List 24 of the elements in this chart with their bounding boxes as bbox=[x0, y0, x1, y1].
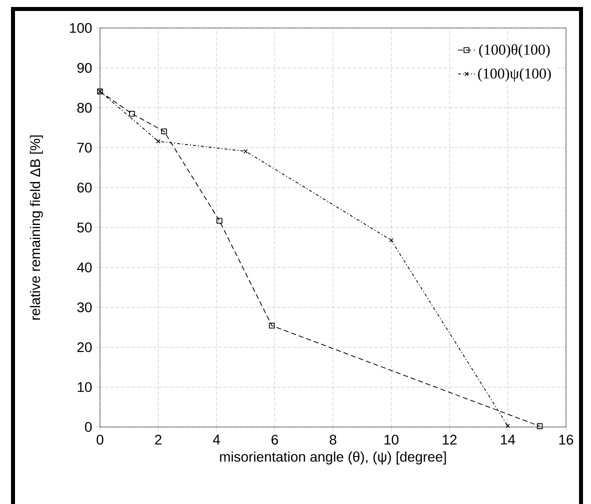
y-tick-label: 70 bbox=[77, 142, 92, 153]
y-tick-label: 60 bbox=[77, 182, 92, 193]
x-tick-label: 8 bbox=[330, 434, 336, 445]
y-tick-label: 40 bbox=[77, 262, 92, 272]
x-tick-label: 12 bbox=[442, 434, 457, 445]
y-tick-label: 50 bbox=[77, 222, 92, 232]
y-tick-label: 100 bbox=[70, 23, 92, 33]
y-tick-label: 20 bbox=[77, 342, 92, 352]
x-tick-label: 14 bbox=[501, 434, 516, 444]
x-tick-label: 16 bbox=[559, 434, 574, 445]
x-tick-label: 10 bbox=[384, 434, 398, 445]
x-tick-label: 2 bbox=[155, 434, 162, 445]
x-axis-title: misorientation angle (θ), (ψ) [degree] bbox=[220, 451, 446, 464]
legend-label: (100)ψ(100) bbox=[478, 68, 551, 82]
y-tick-label: 10 bbox=[78, 382, 92, 392]
legend-label: (100)θ(100) bbox=[479, 44, 550, 58]
x-tick-label: 6 bbox=[272, 434, 278, 445]
y-tick-label: 30 bbox=[77, 302, 92, 312]
x-tick-label: 4 bbox=[212, 434, 220, 444]
x-tick-label: 0 bbox=[96, 434, 104, 445]
y-tick-label: 0 bbox=[85, 422, 92, 432]
y-tick-label: 90 bbox=[77, 62, 92, 73]
y-axis-title: relative remaining field ΔB [%] bbox=[30, 136, 43, 320]
y-tick-label: 80 bbox=[77, 102, 92, 113]
